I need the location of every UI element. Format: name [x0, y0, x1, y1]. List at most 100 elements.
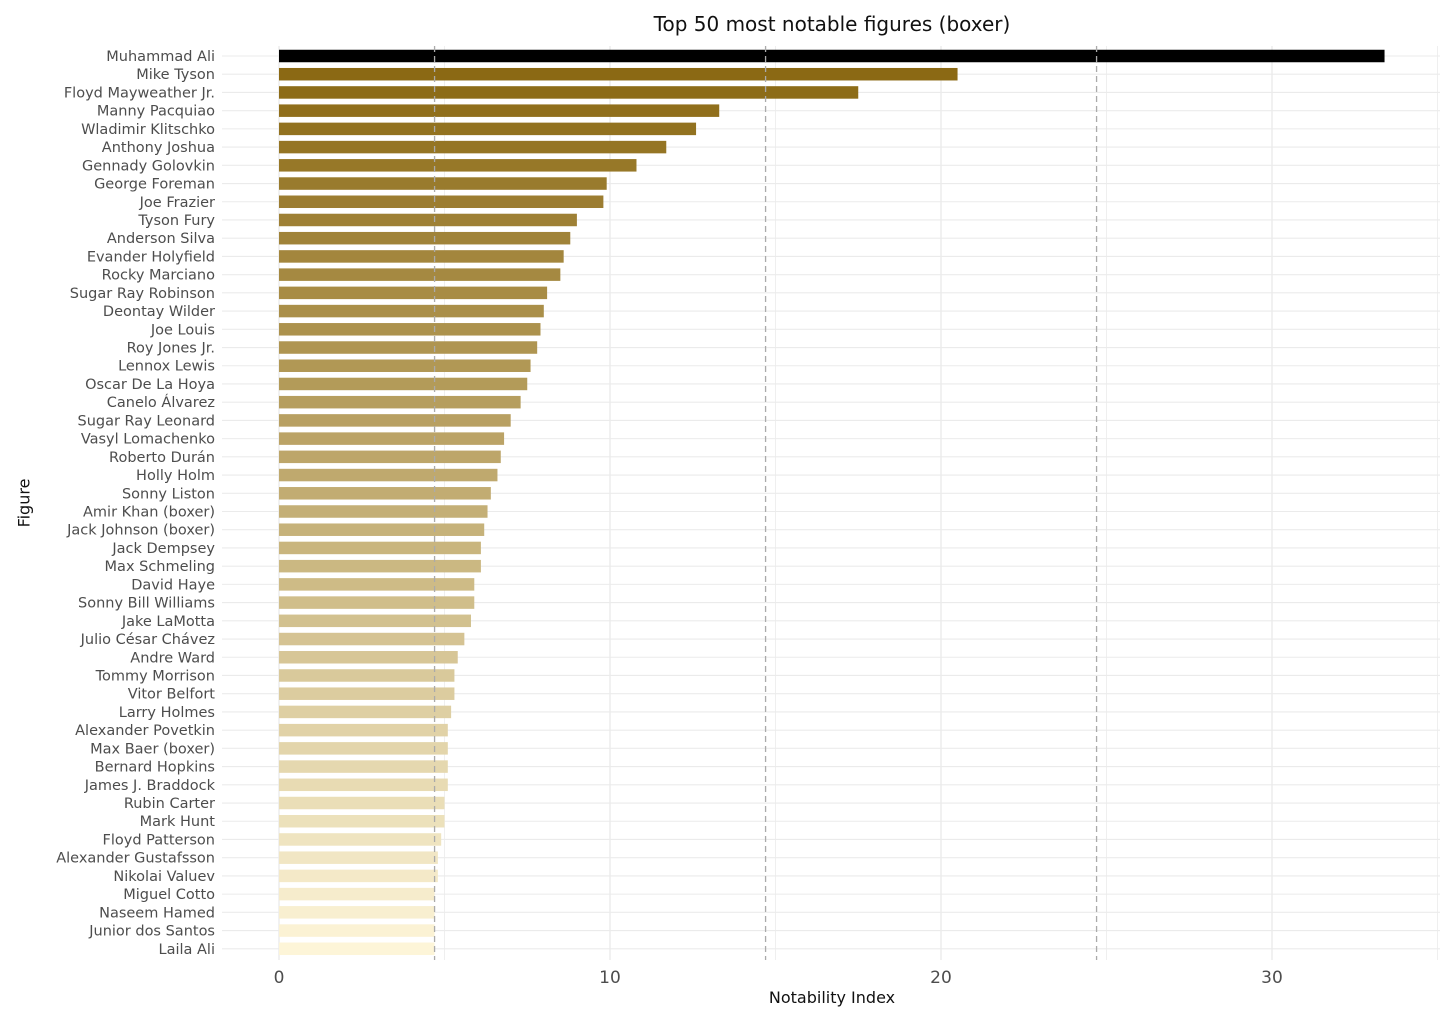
bar: [279, 669, 455, 682]
bar: [279, 942, 435, 956]
bar: [279, 869, 438, 883]
bar: [279, 377, 528, 391]
bar: [279, 632, 465, 646]
bar: [279, 395, 521, 409]
y-tick-label: Muhammad Ali: [106, 49, 215, 65]
y-tick-label: Roberto Durán: [109, 450, 215, 466]
bar: [279, 596, 475, 609]
bar: [279, 213, 577, 227]
y-tick-label: Andre Ward: [130, 650, 215, 666]
bar: [279, 578, 475, 591]
y-tick-label: Junior dos Santos: [88, 924, 215, 940]
bar: [279, 140, 667, 154]
y-tick-label: Roy Jones Jr.: [127, 341, 215, 357]
bar: [279, 851, 438, 864]
x-tick-label: 0: [274, 968, 285, 988]
bar: [279, 906, 435, 919]
y-tick-label: David Haye: [131, 577, 215, 593]
y-tick-label: Vitor Belfort: [128, 687, 216, 703]
y-tick-label: Miguel Cotto: [123, 887, 215, 903]
y-tick-label: Tyson Fury: [137, 213, 215, 229]
bar: [279, 760, 448, 773]
y-tick-label: Max Schmeling: [105, 559, 215, 575]
y-tick-label: Sonny Bill Williams: [78, 596, 215, 612]
bar: [279, 177, 607, 190]
y-tick-label: Manny Pacquiao: [97, 104, 215, 120]
y-tick-label: Lennox Lewis: [118, 359, 215, 375]
bar: [279, 778, 448, 792]
bar: [279, 468, 498, 482]
bar: [279, 122, 697, 136]
y-tick-label: Deontay Wilder: [103, 304, 215, 320]
x-tick-label: 20: [930, 968, 952, 988]
bar: [279, 687, 455, 700]
bar: [279, 286, 548, 300]
y-tick-label: Oscar De La Hoya: [85, 377, 215, 393]
y-tick-label: Julio César Chávez: [80, 632, 215, 648]
y-tick-label: Sonny Liston: [122, 486, 215, 502]
y-tick-label: Gennady Golovkin: [82, 158, 215, 174]
bar: [279, 304, 544, 318]
bar: [279, 887, 435, 901]
y-tick-label: Mike Tyson: [136, 67, 215, 83]
y-tick-label: Alexander Gustafsson: [56, 851, 215, 867]
y-tick-label: Sugar Ray Leonard: [78, 413, 216, 429]
y-tick-label: Laila Ali: [159, 942, 216, 958]
y-tick-label: George Foreman: [94, 177, 215, 193]
bar: [279, 559, 481, 573]
bar: [279, 614, 471, 628]
bar: [279, 796, 445, 810]
bar: [279, 651, 458, 664]
y-tick-label: James J. Braddock: [84, 778, 216, 794]
bar: [279, 924, 435, 937]
y-tick-label: Bernard Hopkins: [95, 760, 215, 776]
y-tick-label: Alexander Povetkin: [75, 723, 215, 739]
y-tick-label: Jack Johnson (boxer): [66, 523, 215, 539]
bar: [279, 159, 637, 172]
y-tick-label: Rocky Marciano: [102, 268, 215, 284]
y-tick-label: Mark Hunt: [140, 814, 216, 830]
y-tick-label: Joe Frazier: [139, 195, 215, 211]
bar: [279, 341, 538, 354]
bar: [279, 541, 481, 555]
bar: [279, 814, 445, 828]
y-tick-label: Anderson Silva: [107, 231, 215, 247]
y-tick-label: Canelo Álvarez: [107, 394, 215, 411]
y-tick-label: Rubin Carter: [124, 796, 215, 812]
bar: [279, 231, 571, 245]
y-tick-label: Holly Holm: [136, 468, 215, 484]
bar: [279, 723, 448, 737]
bar: [279, 432, 505, 445]
y-tick-label: Floyd Patterson: [103, 832, 215, 848]
y-tick-label: Floyd Mayweather Jr.: [64, 85, 215, 101]
bar: [279, 523, 485, 536]
y-tick-label: Nikolai Valuev: [113, 869, 215, 885]
x-tick-label: 30: [1261, 968, 1283, 988]
bar: [279, 833, 442, 846]
bar: [279, 450, 501, 464]
y-tick-label: Vasyl Lomachenko: [81, 432, 215, 448]
bar: [279, 86, 859, 99]
bar: [279, 104, 720, 117]
y-tick-label: Jake LaMotta: [121, 614, 215, 630]
bar: [279, 49, 1385, 63]
y-tick-label: Naseem Hamed: [99, 905, 215, 921]
y-tick-label: Sugar Ray Robinson: [70, 286, 215, 302]
bar: [279, 705, 452, 719]
bar: [279, 487, 491, 500]
y-tick-label: Evander Holyfield: [87, 249, 215, 265]
bar: [279, 323, 541, 336]
bar: [279, 195, 604, 209]
y-tick-label: Jack Dempsey: [111, 541, 215, 557]
y-tick-label: Anthony Joshua: [102, 140, 215, 156]
x-tick-label: 10: [599, 968, 621, 988]
bar: [279, 67, 958, 81]
bar: [279, 505, 488, 518]
y-tick-label: Wladimir Klitschko: [81, 122, 215, 138]
bar: [279, 414, 511, 427]
bar: [279, 250, 564, 263]
y-tick-label: Tommy Morrison: [95, 668, 215, 684]
bar: [279, 359, 531, 372]
chart-title: Top 50 most notable figures (boxer): [653, 12, 1011, 36]
